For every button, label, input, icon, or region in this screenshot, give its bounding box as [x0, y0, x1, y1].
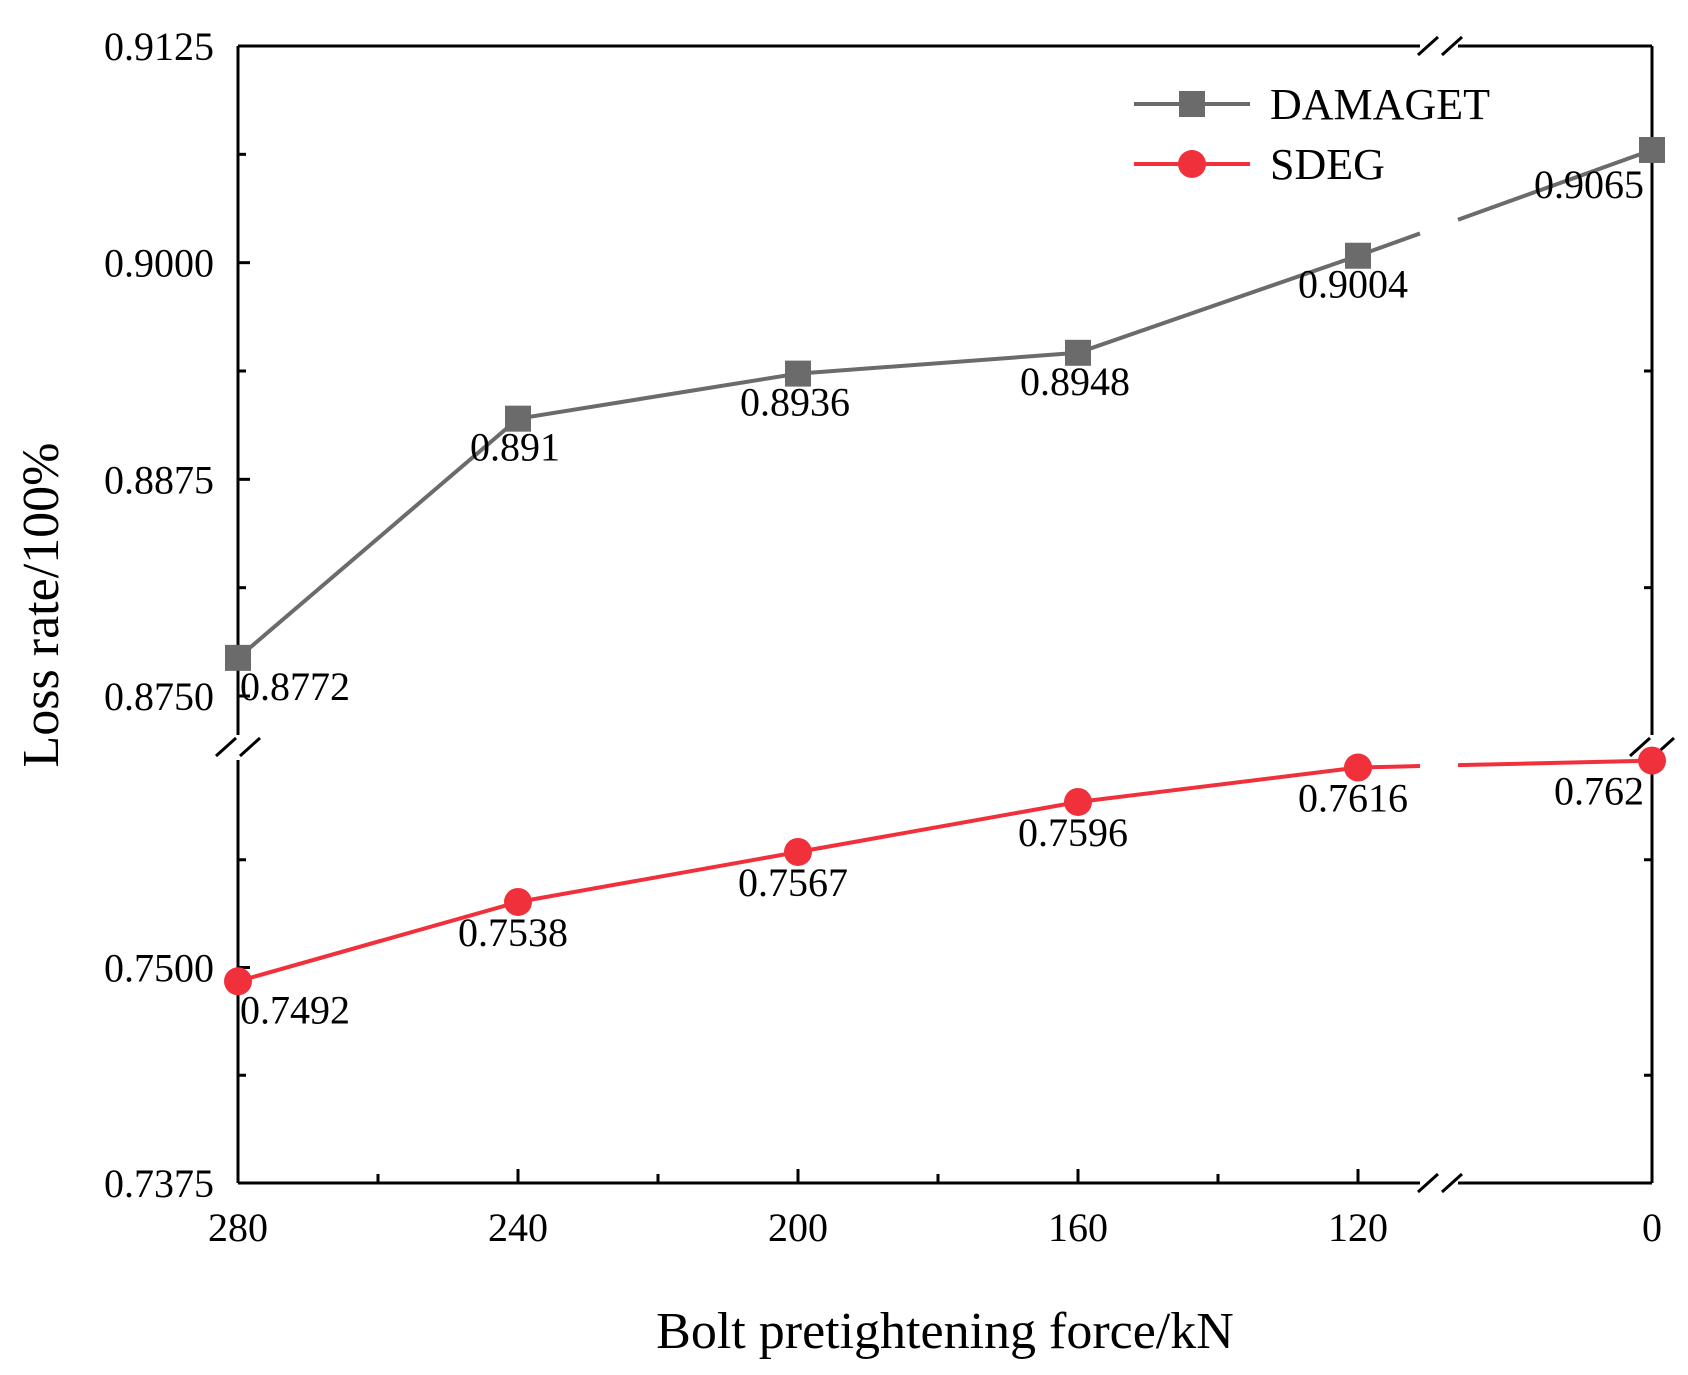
x-axis-title: Bolt pretightening force/kN: [656, 1303, 1234, 1360]
y-tick-label: 0.9000: [104, 241, 214, 286]
y-tick-label: 0.8875: [104, 457, 214, 502]
data-point-circle: [1344, 753, 1372, 782]
series-line-segment: [1077, 765, 1359, 804]
y-break-right-slash-1: [1628, 736, 1652, 758]
data-label: 0.7567: [738, 860, 848, 905]
x-tick-label: 280: [208, 1205, 268, 1250]
x-tick-label: 240: [488, 1205, 548, 1250]
data-label: 0.7616: [1298, 776, 1408, 821]
y-tick-label: 0.8750: [104, 674, 214, 719]
x-tick-label: 0: [1642, 1205, 1662, 1250]
series: [224, 137, 1666, 996]
series-damaget: [225, 137, 1665, 671]
series-line-segment: [517, 371, 799, 421]
series-line-segment: [1457, 148, 1653, 222]
x-break-bottom-slash-2: [1440, 1172, 1464, 1194]
data-point-square: [1345, 242, 1371, 269]
legend-label: DAMAGET: [1270, 80, 1490, 129]
series-line-segment: [236, 417, 520, 660]
y-tick-label: 0.9125: [104, 24, 214, 69]
x-break-top-slash-1: [1416, 35, 1440, 57]
y-tick-label: 0.7500: [104, 946, 214, 991]
data-point-square: [1639, 137, 1665, 163]
data-point-circle: [504, 887, 532, 916]
legend: DAMAGET SDEG: [1134, 80, 1490, 189]
data-point-circle: [784, 837, 812, 866]
series-line-segment: [237, 900, 519, 984]
x-break-top: [1416, 35, 1464, 57]
data-label: 0.8772: [240, 664, 350, 709]
y-break-left-slash-1: [214, 736, 238, 758]
data-label: 0.7492: [240, 987, 350, 1032]
x-tick-label: 160: [1048, 1205, 1108, 1250]
legend-item-sdeg: SDEG: [1134, 140, 1385, 189]
data-label: 0.891: [470, 425, 560, 470]
data-label: 0.8948: [1020, 359, 1130, 404]
data-label: 0.7538: [458, 910, 568, 955]
series-line-segment: [797, 350, 1079, 376]
y-axis-title: Loss rate/100%: [13, 443, 70, 768]
data-label: 0.9065: [1534, 162, 1644, 207]
data-point-square: [1065, 339, 1091, 366]
legend-item-damaget: DAMAGET: [1134, 80, 1490, 129]
series-line-segment: [797, 800, 1079, 854]
data-point-circle: [1638, 746, 1666, 775]
series-line-segment: [1457, 758, 1653, 768]
y-tick-label: 0.7375: [104, 1161, 214, 1206]
data-label: 0.8936: [740, 380, 850, 425]
x-tick-label: 120: [1328, 1205, 1388, 1250]
data-point-square: [505, 405, 531, 432]
data-point-square: [225, 644, 251, 671]
data-label: 0.9004: [1298, 262, 1408, 307]
x-break-bottom: [1416, 1172, 1464, 1194]
x-tick-label: 200: [768, 1205, 828, 1250]
legend-label: SDEG: [1270, 140, 1385, 189]
data-label: 0.762: [1554, 769, 1644, 814]
x-break-top-slash-2: [1440, 35, 1464, 57]
y-break-left: [214, 736, 262, 758]
series-line-segment: [1077, 253, 1359, 355]
data-point-circle: [1064, 787, 1092, 816]
data-label: 0.7596: [1018, 810, 1128, 855]
x-break-bottom-slash-1: [1416, 1172, 1440, 1194]
legend-marker-square: [1179, 91, 1205, 117]
data-point-square: [785, 360, 811, 387]
data-point-circle: [224, 967, 252, 996]
series-sdeg: [224, 746, 1666, 996]
data-labels: 0.8772 0.891 0.8936 0.8948 0.9004 0.9065 0.749…: [240, 162, 1644, 1032]
axes: [214, 35, 1676, 1194]
series-line-segment: [517, 850, 799, 904]
ticks: 0.8750 0.8875 0.9000 0.9125 0.7375 0.7500 280 2…: [104, 24, 1662, 1250]
y-break-left-slash-2: [238, 736, 262, 758]
legend-marker-circle: [1178, 150, 1206, 178]
